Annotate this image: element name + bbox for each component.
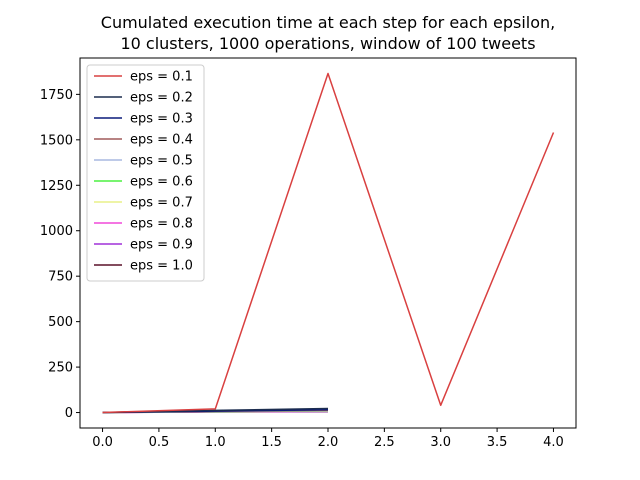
plot-frame [79,57,577,429]
legend-box [86,64,205,282]
x-tick-label: 3.0 [430,435,451,450]
legend-label: eps = 0.5 [130,154,193,169]
y-tick-label: 500 [48,315,73,330]
x-tick-label: 0.5 [149,435,170,450]
legend: eps = 0.1 eps = 0.2 eps = 0.3 eps = 0.4 eps … [86,64,205,282]
x-tick-label: 3.5 [487,435,508,450]
y-tick-label: 0 [65,406,73,421]
legend-label: eps = 0.3 [130,112,193,127]
legend-label: eps = 0.2 [130,91,193,106]
y-tick-label: 1500 [40,133,73,148]
legend-label: eps = 0.1 [130,70,193,85]
x-tick-label: 2.0 [318,435,339,450]
chart-title-line-2: 10 clusters, 1000 operations, window of … [120,34,535,53]
plot-area: 0.0 0.5 1.0 1.5 2.0 2.5 3.0 3.5 4.0 0 250 500 750 100… [40,72,564,450]
x-tick-label: 2.5 [374,435,395,450]
legend-label: eps = 1.0 [130,259,193,274]
legend-label: eps = 0.9 [130,238,193,253]
y-tick-label: 1750 [40,88,73,103]
x-tick-label: 1.0 [205,435,226,450]
y-tick-label: 1250 [40,179,73,194]
y-tick-label: 1000 [40,224,73,239]
legend-label: eps = 0.4 [130,133,193,148]
chart-title-line-1: Cumulated execution time at each step fo… [101,13,555,32]
y-tick-label: 750 [48,270,73,285]
x-tick-label: 0.0 [92,435,113,450]
y-tick-label: 250 [48,361,73,376]
legend-label: eps = 0.7 [130,196,193,211]
legend-label: eps = 0.8 [130,217,193,232]
x-tick-label: 1.5 [261,435,282,450]
x-tick-label: 4.0 [543,435,564,450]
series-line [102,72,555,414]
legend-label: eps = 0.6 [130,175,193,190]
